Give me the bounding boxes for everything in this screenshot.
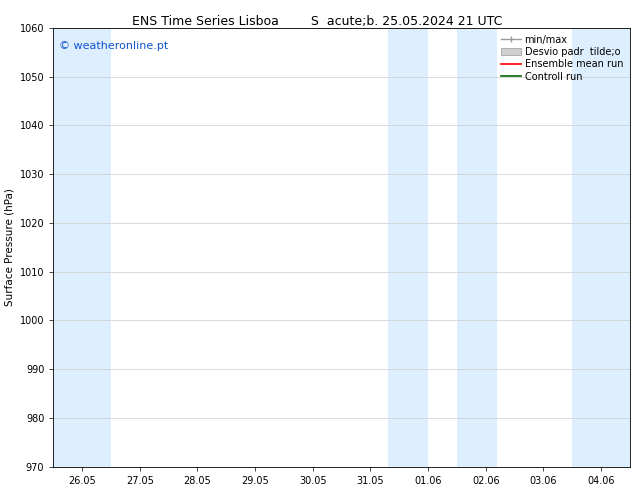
Bar [53, 28, 111, 467]
Bar [573, 28, 630, 467]
Bar [388, 28, 428, 467]
Text: © weatheronline.pt: © weatheronline.pt [59, 41, 169, 51]
Bar [457, 28, 497, 467]
Y-axis label: Surface Pressure (hPa): Surface Pressure (hPa) [4, 188, 14, 306]
Legend: min/max, Desvio padr  tilde;o, Ensemble mean run, Controll run: min/max, Desvio padr tilde;o, Ensemble m… [497, 31, 627, 86]
Text: ENS Time Series Lisboa        S  acute;b. 25.05.2024 21 UTC: ENS Time Series Lisboa S acute;b. 25.05.… [132, 15, 502, 28]
